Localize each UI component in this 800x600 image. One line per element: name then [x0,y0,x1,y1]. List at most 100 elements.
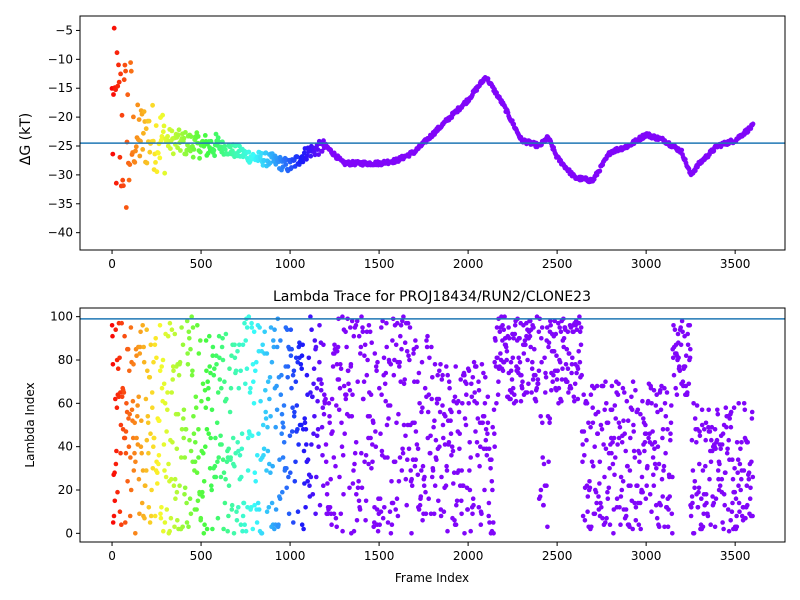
lambda-point [267,375,273,380]
lambda-point [371,524,377,530]
lambda-point [649,509,654,514]
lambda-point [405,457,410,463]
lambda-point [467,468,472,473]
lambda-point [718,446,723,452]
lambda-point [748,485,753,491]
lambda-point [585,509,590,514]
lambda-point [178,455,184,460]
lambda-point [421,483,427,489]
lambda-point [414,442,420,447]
lambda-point [474,440,480,445]
lambda-point [592,444,597,450]
delta-g-point [117,154,123,160]
lambda-point [383,370,389,376]
lambda-point [211,372,217,378]
lambda-point [136,394,141,400]
lambda-point [180,524,185,530]
lambda-point [709,437,714,443]
y-tick-label: −10 [48,52,73,66]
lambda-point [508,368,514,374]
lambda-point [130,398,136,404]
lambda-point [280,489,285,495]
delta-g-point [128,60,134,65]
lambda-point [631,448,637,454]
lambda-point [738,446,743,452]
lambda-point [548,318,553,324]
lambda-point [703,420,709,426]
lambda-point [227,409,233,415]
lambda-point [152,513,158,519]
lambda-point [171,368,176,374]
lambda-point [308,474,314,480]
lambda-point [256,507,262,512]
lambda-point [749,409,755,415]
lambda-point [320,453,325,458]
delta-g-point [135,102,141,108]
lambda-point [520,379,525,385]
delta-g-point [153,160,158,165]
lambda-point [742,407,748,413]
lambda-point [127,411,132,417]
lambda-point [651,483,657,489]
lambda-point [665,427,670,432]
lambda-point [402,340,408,346]
lambda-point [674,392,680,398]
lambda-point [647,492,653,497]
lambda-point [285,375,291,380]
lambda-point [545,524,550,530]
lambda-point [618,474,624,480]
lambda-point [335,344,341,350]
lambda-point [492,431,497,437]
lambda-point [307,483,312,489]
lambda-point [404,502,410,508]
lambda-point [128,455,133,460]
lambda-point [470,496,476,502]
lambda-point [177,359,183,365]
lambda-point [512,392,517,398]
lambda-point [252,502,257,508]
lambda-point [745,502,750,508]
lambda-point [424,344,430,350]
lambda-point [613,455,618,460]
lambda-point [149,390,155,395]
delta-g-point [121,77,127,83]
lambda-point [377,496,383,502]
lambda-point [548,323,553,328]
lambda-point [237,342,242,348]
lambda-point [588,392,594,398]
lambda-point [719,442,725,447]
lambda-point [261,453,266,458]
lambda-point [500,368,506,374]
lambda-point [662,401,668,406]
lambda-point [446,440,452,445]
lambda-point [362,342,368,348]
lambda-point [510,385,516,391]
lambda-point [226,483,232,489]
lambda-point [393,342,399,348]
lambda-point [347,388,353,393]
lambda-point [112,498,118,504]
lambda-point [708,522,713,527]
lambda-point [727,416,732,421]
lambda-point [239,446,245,452]
lambda-point [440,372,445,378]
lambda-point [630,379,636,385]
lambda-point [238,522,244,527]
lambda-point [486,513,492,519]
lambda-point [151,435,157,441]
lambda-point [750,474,756,480]
lambda-point [741,401,747,406]
lambda-point [485,394,491,400]
lambda-point [416,370,422,376]
lambda-point [367,329,373,335]
lambda-point [245,468,251,473]
lambda-point [507,336,512,341]
lambda-point [522,338,528,343]
lambda-point [345,368,351,374]
lambda-point [643,431,649,437]
lambda-point [294,403,300,408]
lambda-point [409,531,414,536]
lambda-point [263,416,269,421]
lambda-point [235,440,240,445]
lambda-point [660,494,665,499]
